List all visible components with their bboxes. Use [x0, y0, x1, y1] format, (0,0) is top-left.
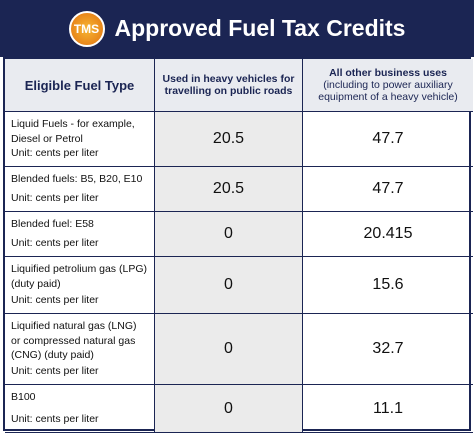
fuel-name: Blended fuels: B5, B20, E10: [11, 173, 143, 185]
other-use-rate: 15.6: [303, 257, 473, 314]
heavy-vehicle-rate: 20.5: [155, 112, 303, 167]
column-note: (including to power auxiliary equipment …: [318, 79, 458, 103]
fuel-unit: Unit: cents per liter: [11, 237, 99, 250]
other-use-rate: 47.7: [303, 112, 473, 167]
fuel-name: Blended fuel: E58: [11, 218, 94, 230]
column-title: Used in heavy vehicles for travelling on…: [162, 73, 295, 97]
fuel-cell: Liquid Fuels - for example, Diesel or Pe…: [5, 112, 155, 167]
column-header: All other business uses (including to pow…: [303, 59, 473, 112]
fuel-cell: Liquified petrolium gas (LPG) (duty paid…: [5, 257, 155, 314]
heavy-vehicle-rate: 0: [155, 385, 303, 433]
fuel-name: Liquified natural gas (LNG) or compresse…: [11, 320, 137, 362]
fuel-name: Liquid Fuels - for example, Diesel or Pe…: [11, 118, 135, 145]
other-use-rate: 32.7: [303, 314, 473, 385]
fuel-unit: Unit: cents per liter: [11, 192, 99, 205]
fuel-cell: Liquified natural gas (LNG) or compresse…: [5, 314, 155, 385]
fuel-unit: Unit: cents per liter: [11, 294, 99, 307]
title: Approved Fuel Tax Credits: [114, 15, 406, 41]
fuel-name: B100: [11, 391, 36, 403]
column-title: Eligible Fuel Type: [24, 77, 135, 93]
heavy-vehicle-rate: 0: [155, 212, 303, 257]
heavy-vehicle-rate: 0: [155, 314, 303, 385]
fuel-unit: Unit: cents per liter: [11, 147, 99, 160]
heavy-vehicle-rate: 20.5: [155, 167, 303, 212]
fuel-cell: Blended fuel: E58 Unit: cents per liter: [5, 212, 155, 257]
heavy-vehicle-rate: 0: [155, 257, 303, 314]
column-header: Used in heavy vehicles for travelling on…: [155, 59, 303, 112]
header: TMS Approved Fuel Tax Credits: [0, 0, 474, 57]
fuel-unit: Unit: cents per liter: [11, 413, 99, 426]
fuel-unit: Unit: cents per liter: [11, 365, 99, 378]
fuel-cell: Blended fuels: B5, B20, E10 Unit: cents p…: [5, 167, 155, 212]
fuel-name: Liquified petrolium gas (LPG) (duty paid…: [11, 263, 147, 290]
other-use-rate: 11.1: [303, 385, 473, 433]
column-header: Eligible Fuel Type: [5, 59, 155, 112]
other-use-rate: 47.7: [303, 167, 473, 212]
table: Eligible Fuel Type Used in heavy vehicles…: [3, 57, 473, 433]
fuel-cell: B100 Unit: cents per liter: [5, 385, 155, 433]
column-title: All other business uses: [329, 67, 447, 79]
other-use-rate: 20.415: [303, 212, 473, 257]
logo: TMS: [68, 10, 105, 47]
